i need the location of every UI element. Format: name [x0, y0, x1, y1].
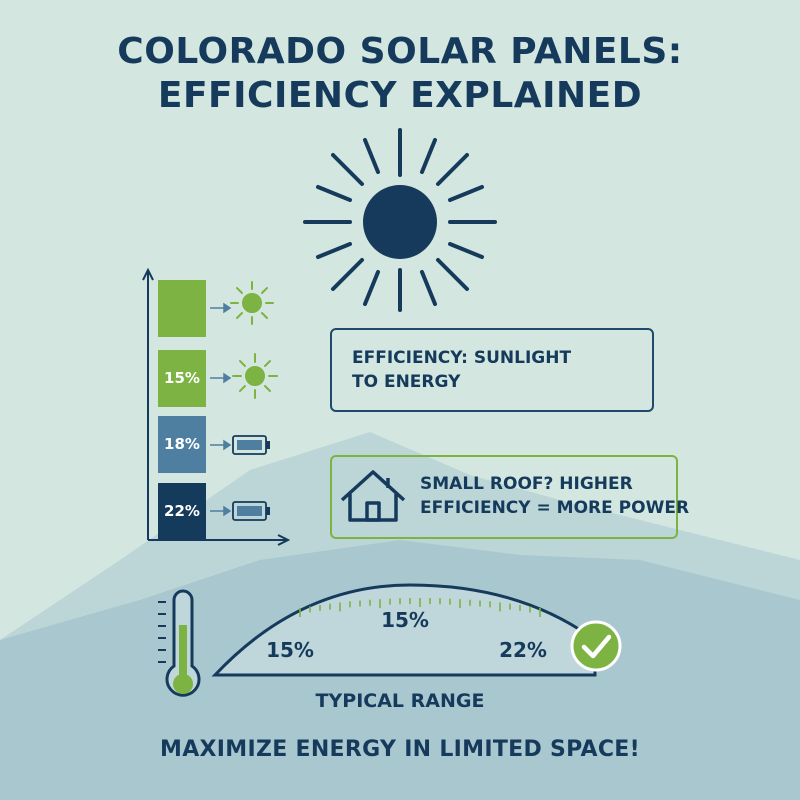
roof-callout: SMALL ROOF? HIGHER EFFICIENCY = MORE POW… [330, 455, 690, 539]
sun-icon [232, 353, 278, 399]
gauge-top-label: 15% [381, 608, 429, 632]
footer-tagline: MAXIMIZE ENERGY IN LIMITED SPACE! [160, 737, 640, 762]
gauge-right-label: 22% [499, 638, 547, 662]
callout-line: EFFICIENCY: SUNLIGHT [352, 348, 572, 368]
callout-line: SMALL ROOF? HIGHER [420, 474, 633, 494]
title-line-2: EFFICIENCY EXPLAINED [157, 75, 643, 116]
page-title: COLORADO SOLAR PANELS: EFFICIENCY EXPLAI… [0, 30, 800, 118]
bar-3 [158, 416, 206, 473]
gauge-left-label: 15% [266, 638, 314, 662]
title-line-1: COLORADO SOLAR PANELS: [117, 31, 683, 72]
bar-1 [158, 280, 206, 337]
typical-range-label: TYPICAL RANGE [315, 690, 485, 712]
bar-4 [158, 483, 206, 540]
bar-label: 18% [164, 435, 200, 453]
battery-icon [232, 435, 270, 455]
callout-line: TO ENERGY [352, 372, 461, 392]
callout-line: EFFICIENCY = MORE POWER [420, 498, 690, 518]
bar-2 [158, 350, 206, 407]
efficiency-callout: EFFICIENCY: SUNLIGHT TO ENERGY [330, 328, 654, 412]
battery-icon [232, 501, 270, 521]
bar-label: 22% [164, 502, 200, 520]
sun-icon [230, 281, 274, 325]
bar-label: 15% [164, 369, 200, 387]
